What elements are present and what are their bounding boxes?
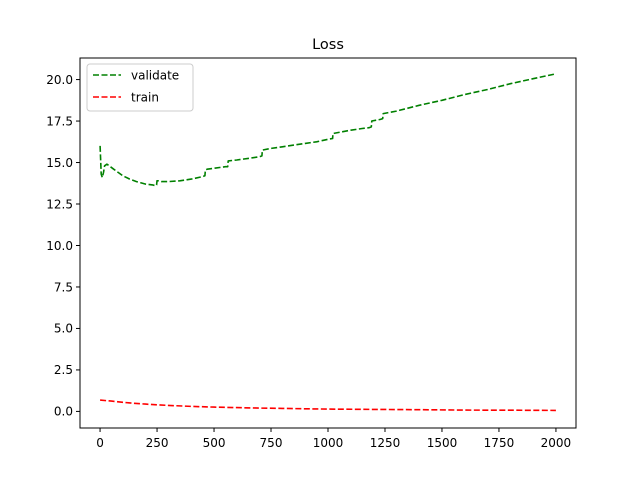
y-axis-ticks: 0.0 2.5 5.0 7.5 10.0 12.5 15.0 17.5 20.0 [46,73,80,419]
x-tick-label: 1000 [313,436,344,450]
legend: validate train [86,63,194,112]
y-tick-label: 7.5 [54,280,73,294]
x-axis-ticks: 0 250 500 750 1000 1250 1500 1750 2000 [96,428,571,450]
legend-label-validate: validate [131,69,179,83]
y-tick-label: 2.5 [54,363,73,377]
series-layer [99,73,557,412]
legend-label-train: train [131,91,159,105]
x-tick-label: 500 [203,436,226,450]
x-tick-label: 750 [260,436,283,450]
y-tick-label: 5.0 [54,322,73,336]
x-tick-label: 1250 [370,436,401,450]
series-line-train [100,399,556,412]
x-tick-label: 250 [146,436,169,450]
series-line-validate [99,73,557,187]
y-tick-label: 12.5 [46,197,73,211]
y-tick-label: 10.0 [46,239,73,253]
y-tick-label: 0.0 [54,405,73,419]
y-tick-label: 17.5 [46,114,73,128]
x-tick-label: 1500 [427,436,458,450]
y-tick-label: 15.0 [46,156,73,170]
x-tick-label: 0 [96,436,104,450]
y-tick-label: 20.0 [46,73,73,87]
x-tick-label: 2000 [541,436,572,450]
x-tick-label: 1750 [484,436,515,450]
chart-title: Loss [312,37,344,53]
